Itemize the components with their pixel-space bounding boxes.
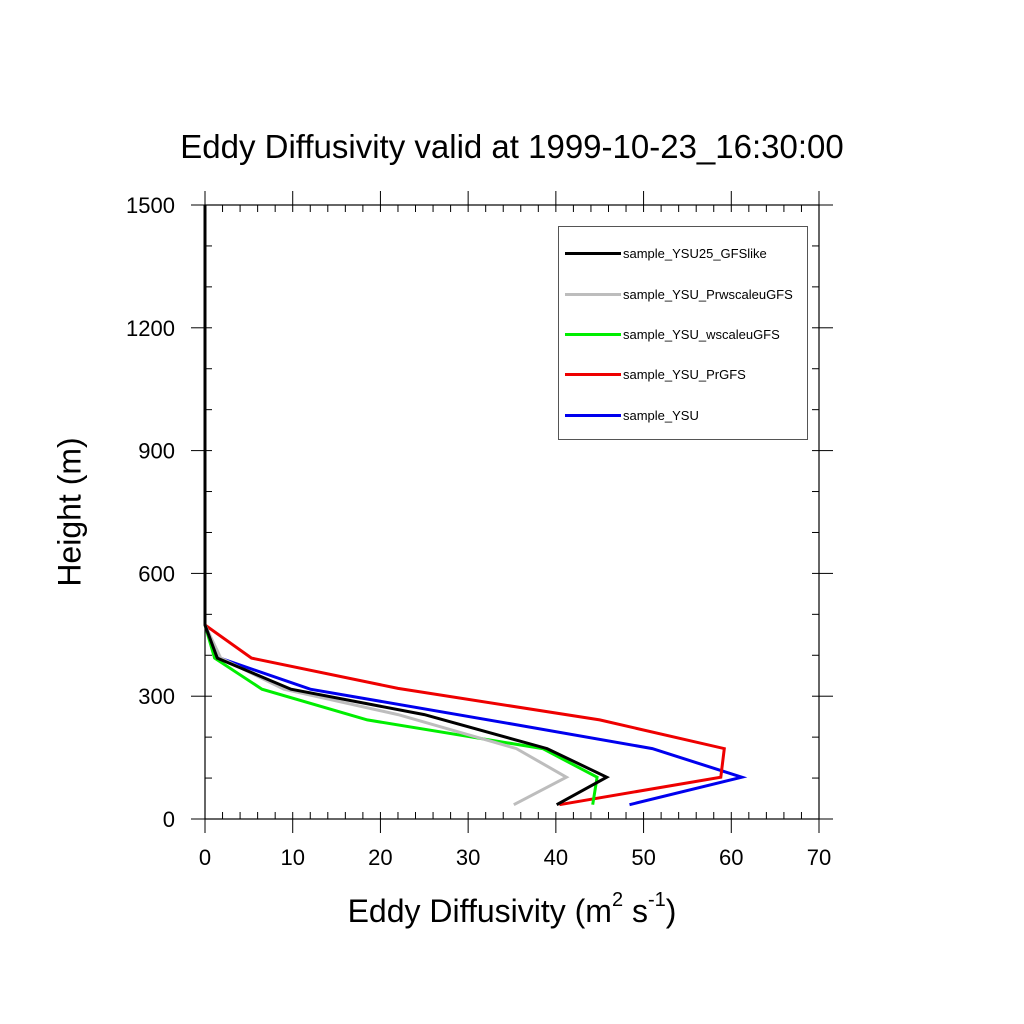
x-tick-label: 0 [199,845,211,870]
y-tick-label: 1500 [126,193,175,218]
y-tick-label: 600 [138,561,175,586]
legend-item: sample_YSU_wscaleuGFS [565,324,780,344]
x-axis-label-end: ) [665,893,677,929]
y-tick-label: 1200 [126,316,175,341]
x-tick-label: 20 [368,845,392,870]
x-tick-label: 70 [807,845,831,870]
x-axis-label-base: Eddy Diffusivity (m [347,893,612,929]
x-tick-label: 50 [631,845,655,870]
plot-frame [204,204,820,820]
legend-swatch [565,292,621,296]
legend-label: sample_YSU [623,407,699,423]
y-axis-label: Height (m) [51,437,88,587]
legend-label: sample_YSU_PrwscaleuGFS [623,286,793,302]
y-tick-label: 0 [163,807,175,832]
legend-swatch [565,413,621,417]
x-axis-label: Eddy Diffusivity (m2 s-1) [205,889,819,930]
chart-title: Eddy Diffusivity valid at 1999-10-23_16:… [180,128,844,165]
y-tick-label: 900 [138,439,175,464]
series-line-sample_YSU_PrwscaleuGFS [203,205,570,807]
x-tick-label: 40 [544,845,568,870]
series-line-sample_YSU25_GFSlike [203,205,610,807]
legend-swatch [565,372,621,376]
x-tick-label: 10 [280,845,304,870]
legend-swatch [565,251,621,255]
tick-labels: 0 10 20 30 40 50 60 70 0 300 600 900 1200 1500 [126,193,831,870]
legend-item: sample_YSU_PrGFS [565,364,746,384]
series-line-sample_YSU_PrGFS [203,205,726,807]
legend-item: sample_YSU [565,405,699,425]
legend-label: sample_YSU_PrGFS [623,366,746,382]
legend-swatch [565,332,621,336]
x-axis-label-exponent-2: -1 [647,889,666,911]
legend: sample_YSU25_GFSlike sample_YSU_Prwscale… [558,226,808,440]
x-axis-label-mid: s [623,893,648,929]
x-tick-label: 30 [456,845,480,870]
legend-label: sample_YSU25_GFSlike [623,245,767,261]
legend-label: sample_YSU_wscaleuGFS [623,326,780,342]
y-tick-label: 300 [138,684,175,709]
legend-item: sample_YSU25_GFSlike [565,243,767,263]
x-tick-label: 60 [719,845,743,870]
series-layer [203,205,748,807]
x-axis-label-exponent-1: 2 [611,889,624,911]
legend-item: sample_YSU_PrwscaleuGFS [565,284,793,304]
